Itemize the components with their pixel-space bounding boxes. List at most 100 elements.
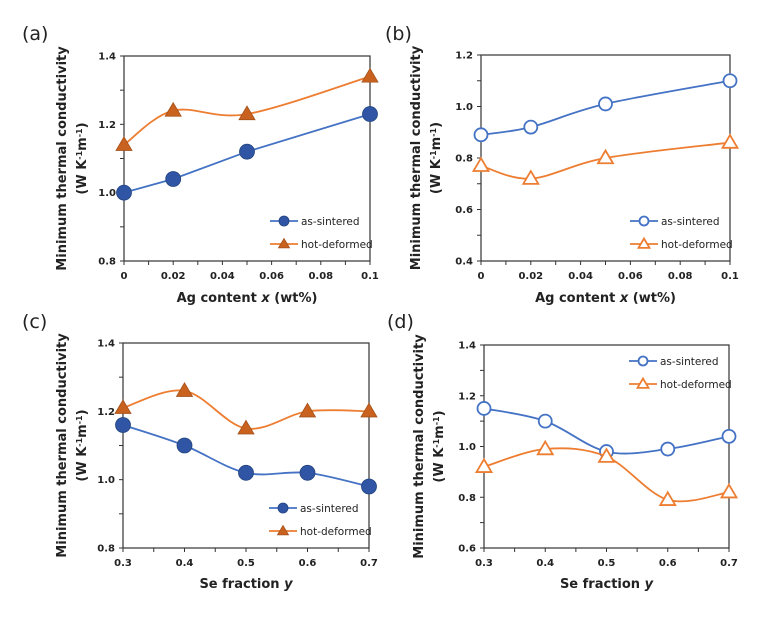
- legend-item-hot-deformed: hot-deformed: [270, 237, 373, 251]
- legend-marker-circle-icon: [637, 355, 649, 367]
- data-point-as-sintered: [476, 401, 492, 416]
- panel-a: (a) 0.8 1.0 1.2 1.4 0 0.02 0.04 0.06 0.08 0.1 Ag co…: [22, 23, 379, 306]
- y-tick-label: 0.8: [458, 493, 476, 504]
- data-point-hot-deformed: [597, 447, 616, 463]
- data-point-hot-deformed: [115, 136, 133, 151]
- x-tick-label: 0.08: [308, 271, 333, 282]
- legend-item-as-sintered: as-sintered: [630, 215, 720, 228]
- x-tick-label: 0: [478, 271, 485, 282]
- y-tick-label: 1.2: [455, 51, 473, 62]
- series-hot-deformed: [471, 133, 740, 185]
- unit-superscript: -1: [432, 438, 441, 447]
- x-tick-label: 0.1: [361, 271, 379, 282]
- unit-text: (W K: [429, 158, 444, 194]
- series-as-sintered: [116, 106, 378, 201]
- data-point-hot-deformed: [471, 156, 491, 172]
- data-point-hot-deformed: [719, 482, 739, 499]
- y-axis-unit: (W K-1m-1): [429, 122, 445, 194]
- panel-label: (d): [387, 311, 414, 333]
- x-axis-title-unit: (wt%): [270, 291, 318, 306]
- unit-text: ): [429, 122, 444, 128]
- unit-text: m: [432, 425, 447, 439]
- data-point-hot-deformed: [720, 133, 740, 149]
- legend-label: as-sintered: [301, 216, 360, 228]
- legend: as-sintered hot-deformed: [630, 215, 733, 251]
- y-tick-label: 1.4: [97, 339, 115, 350]
- x-tick-label: 0.02: [518, 271, 543, 282]
- legend-label: hot-deformed: [661, 239, 733, 251]
- x-tick-label: 0.7: [720, 558, 738, 569]
- data-point-hot-deformed: [536, 439, 555, 456]
- data-point-as-sintered: [116, 184, 132, 201]
- unit-text: ): [75, 122, 90, 128]
- y-tick-label: 1.0: [458, 442, 476, 453]
- y-axis-title: Minimum thermal conductivity: [409, 45, 424, 270]
- x-tick-label: 0.4: [536, 558, 554, 569]
- legend-label: as-sintered: [660, 356, 719, 368]
- x-tick-label: 0.3: [475, 558, 493, 569]
- data-point-as-sintered: [238, 464, 254, 481]
- x-axis-title-variable: y: [284, 577, 293, 592]
- series-line-hot-deformed: [480, 141, 731, 180]
- y-tick-label: 1.2: [458, 391, 476, 402]
- y-tick-label: 0.8: [97, 544, 115, 555]
- data-point-as-sintered: [721, 428, 737, 444]
- x-axis-title-variable: x: [260, 291, 270, 306]
- legend-item-as-sintered: as-sintered: [269, 502, 359, 515]
- unit-superscript: -1: [75, 437, 84, 446]
- x-tick-label: 0.6: [659, 558, 677, 569]
- legend: as-sintered hot-deformed: [629, 355, 732, 391]
- plot-frame: [122, 342, 370, 549]
- y-axis-unit: (W K-1m-1): [75, 409, 91, 481]
- x-axis-title-text: Se fraction: [560, 577, 645, 592]
- y-tick-label: 0.8: [455, 154, 473, 165]
- data-point-as-sintered: [299, 464, 316, 481]
- y-tick-label: 0.6: [458, 544, 476, 555]
- data-point-as-sintered: [362, 106, 378, 122]
- unit-superscript: -1: [75, 150, 84, 159]
- legend-label: hot-deformed: [301, 239, 373, 251]
- y-tick-label: 0.8: [98, 257, 116, 268]
- data-point-hot-deformed: [175, 382, 194, 397]
- data-point-hot-deformed: [114, 399, 132, 414]
- legend-marker-circle-icon: [277, 502, 289, 514]
- legend-item-hot-deformed: hot-deformed: [630, 236, 733, 251]
- y-axis-title: Minimum thermal conductivity: [412, 334, 427, 559]
- x-tick-label: 0.4: [176, 558, 194, 569]
- data-point-as-sintered: [523, 119, 539, 135]
- y-tick-label: 1.2: [97, 407, 115, 418]
- panel-c: (c) 0.8 1.0 1.2 1.4 0.3 0.4 0.5 0.6 0.7 Se fractio…: [22, 311, 378, 592]
- y-tick-label: 1.2: [98, 120, 116, 131]
- x-tick-label: 0.08: [668, 271, 693, 282]
- y-tick-label: 1.4: [458, 341, 476, 352]
- series-line-as-sintered: [123, 113, 371, 194]
- unit-superscript: -1: [75, 128, 84, 137]
- data-point-hot-deformed: [237, 419, 255, 435]
- unit-text: (W K: [75, 159, 90, 195]
- x-tick-label: 0.06: [259, 271, 284, 282]
- unit-text: (W K: [432, 447, 447, 483]
- unit-text: m: [429, 137, 444, 151]
- series-hot-deformed: [115, 67, 379, 151]
- x-axis-title-text: Ag content: [535, 291, 620, 306]
- x-tick-label: 0.1: [721, 271, 739, 282]
- x-tick-label: 0.7: [360, 558, 378, 569]
- x-axis-title-text: Se fraction: [199, 577, 284, 592]
- series-line-hot-deformed: [123, 75, 371, 146]
- data-point-hot-deformed: [298, 402, 317, 418]
- y-tick-label: 0.6: [455, 205, 473, 216]
- series-line-as-sintered: [480, 79, 731, 136]
- x-axis-title-text: Ag content: [177, 291, 262, 306]
- x-axis-title-variable: y: [645, 577, 654, 592]
- unit-text: ): [432, 410, 447, 416]
- y-axis-unit: (W K-1m-1): [432, 410, 448, 482]
- legend-marker-circle-icon: [278, 215, 290, 227]
- legend-marker-circle-icon: [638, 215, 650, 227]
- legend-item-as-sintered: as-sintered: [629, 355, 719, 368]
- data-point-as-sintered: [473, 127, 489, 143]
- x-tick-label: 0.02: [161, 271, 186, 282]
- x-axis-title: Ag content x (wt%): [177, 291, 318, 306]
- x-axis-title: Se fraction y: [199, 577, 293, 592]
- data-point-as-sintered: [239, 143, 255, 160]
